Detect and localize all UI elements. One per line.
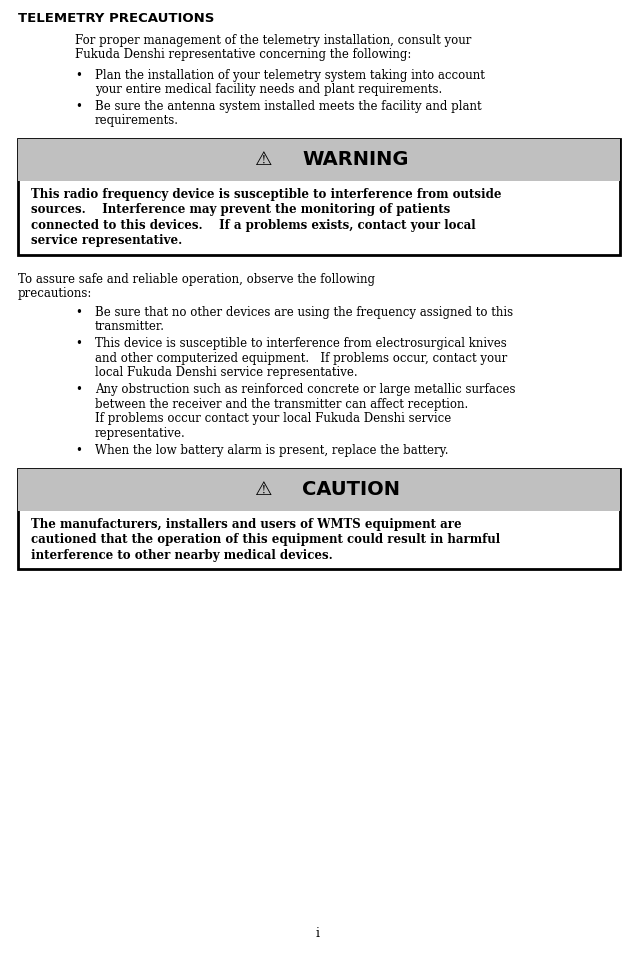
Text: sources.    Interference may prevent the monitoring of patients: sources. Interference may prevent the mo…	[31, 203, 450, 217]
Text: If problems occur contact your local Fukuda Denshi service: If problems occur contact your local Fuk…	[95, 413, 451, 425]
Text: transmitter.: transmitter.	[95, 321, 165, 333]
Text: Be sure that no other devices are using the frequency assigned to this: Be sure that no other devices are using …	[95, 306, 513, 319]
Bar	[18, 469, 620, 511]
Text: This device is susceptible to interference from electrosurgical knives: This device is susceptible to interferen…	[95, 337, 507, 351]
Text: •: •	[75, 306, 82, 319]
Text: CAUTION: CAUTION	[302, 481, 400, 499]
Bar	[18, 139, 620, 181]
Text: TELEMETRY PRECAUTIONS: TELEMETRY PRECAUTIONS	[18, 12, 215, 25]
Text: your entire medical facility needs and plant requirements.: your entire medical facility needs and p…	[95, 83, 442, 97]
Text: •: •	[75, 69, 82, 82]
Text: representative.: representative.	[95, 427, 186, 440]
Text: This radio frequency device is susceptible to interference from outside: This radio frequency device is susceptib…	[31, 188, 502, 201]
Text: For proper management of the telemetry installation, consult your: For proper management of the telemetry i…	[75, 34, 471, 47]
Text: precautions:: precautions:	[18, 287, 92, 301]
Text: and other computerized equipment.   If problems occur, contact your: and other computerized equipment. If pro…	[95, 352, 507, 365]
Bar	[18, 139, 620, 255]
Text: cautioned that the operation of this equipment could result in harmful: cautioned that the operation of this equ…	[31, 534, 500, 546]
Text: •: •	[75, 100, 82, 113]
Text: Fukuda Denshi representative concerning the following:: Fukuda Denshi representative concerning …	[75, 49, 411, 61]
Text: When the low battery alarm is present, replace the battery.: When the low battery alarm is present, r…	[95, 444, 448, 457]
Text: requirements.: requirements.	[95, 115, 179, 127]
Text: WARNING: WARNING	[302, 150, 408, 170]
Text: connected to this devices.    If a problems exists, contact your local: connected to this devices. If a problems…	[31, 219, 476, 232]
Text: service representative.: service representative.	[31, 235, 182, 247]
Text: •: •	[75, 444, 82, 457]
Text: To assure safe and reliable operation, observe the following: To assure safe and reliable operation, o…	[18, 273, 375, 286]
Text: Be sure the antenna system installed meets the facility and plant: Be sure the antenna system installed mee…	[95, 100, 481, 113]
Text: ⚠: ⚠	[255, 150, 273, 170]
Text: ⚠: ⚠	[255, 481, 273, 499]
Text: local Fukuda Denshi service representative.: local Fukuda Denshi service representati…	[95, 367, 358, 379]
Text: •: •	[75, 383, 82, 397]
Text: i: i	[316, 927, 319, 940]
Text: Any obstruction such as reinforced concrete or large metallic surfaces: Any obstruction such as reinforced concr…	[95, 383, 516, 397]
Text: The manufacturers, installers and users of WMTS equipment are: The manufacturers, installers and users …	[31, 518, 462, 531]
Bar	[18, 469, 620, 569]
Text: •: •	[75, 337, 82, 351]
Text: between the receiver and the transmitter can affect reception.: between the receiver and the transmitter…	[95, 398, 468, 411]
Text: interference to other nearby medical devices.: interference to other nearby medical dev…	[31, 549, 333, 562]
Text: Plan the installation of your telemetry system taking into account: Plan the installation of your telemetry …	[95, 69, 485, 82]
